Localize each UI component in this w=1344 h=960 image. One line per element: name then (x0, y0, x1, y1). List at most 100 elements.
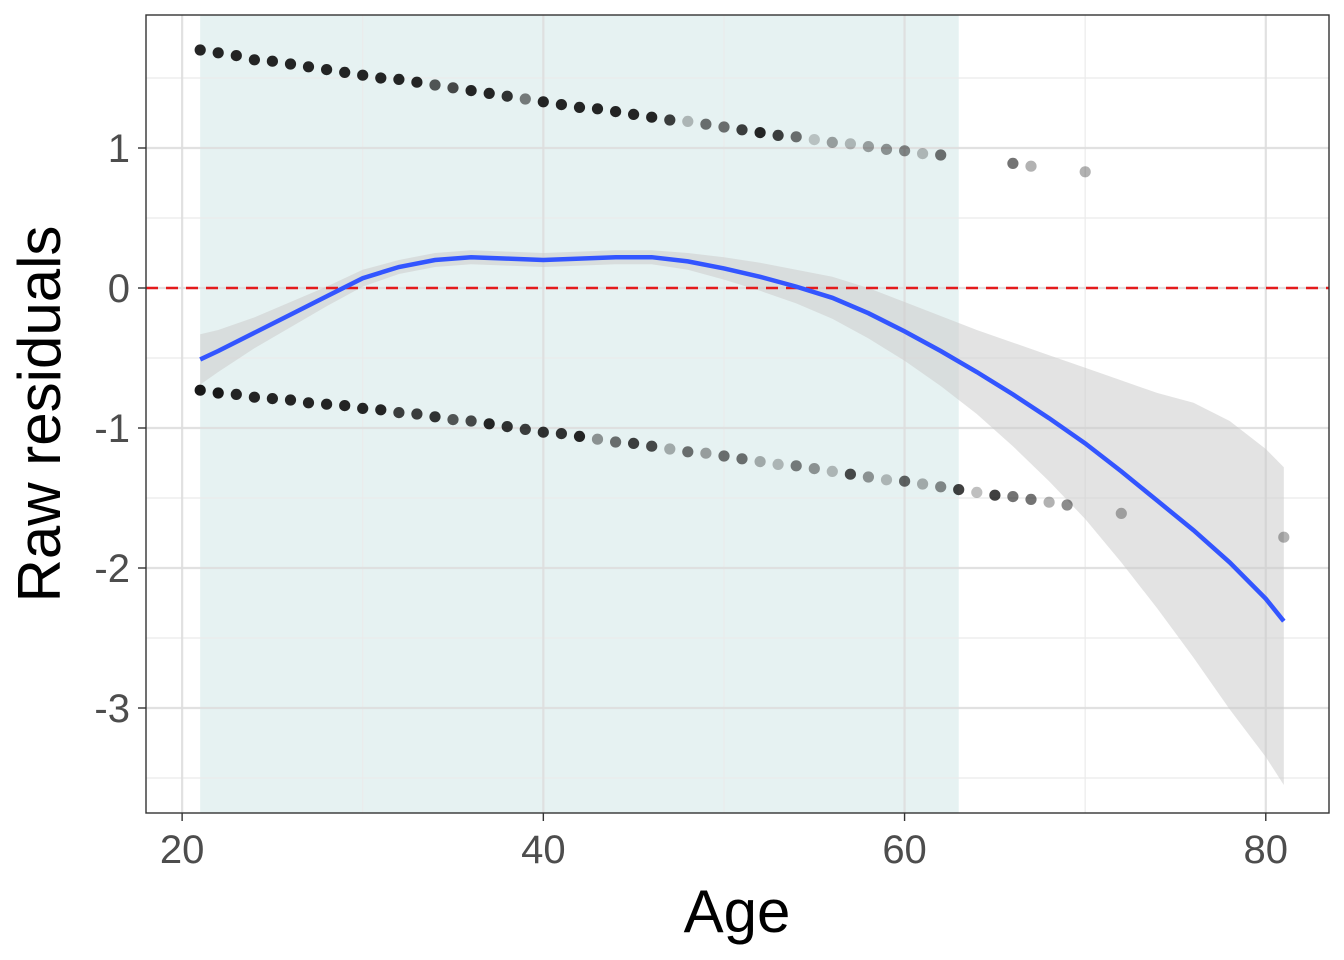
residual-point (971, 486, 983, 498)
residual-point (862, 471, 875, 483)
residual-point (501, 421, 513, 433)
x-axis-ticks: 20 40 60 80 (160, 813, 1288, 872)
residual-point (230, 50, 242, 62)
residual-point (1043, 496, 1055, 508)
y-axis-ticks: 1 0 -1 -2 -3 (94, 127, 146, 731)
residual-point (248, 54, 260, 66)
residual-point (321, 64, 333, 76)
residual-point (1007, 491, 1019, 503)
x-tick-label: 40 (521, 828, 566, 872)
y-tick-label: -3 (94, 687, 130, 731)
residual-point (700, 118, 712, 130)
residual-point (465, 85, 477, 97)
residual-point (844, 468, 857, 480)
residual-point (953, 484, 965, 496)
residual-point (519, 423, 531, 435)
residual-point (682, 446, 694, 458)
residual-point (194, 44, 206, 56)
residual-point (808, 463, 820, 475)
y-axis-title: Raw residuals (6, 226, 73, 603)
residual-point (284, 58, 297, 70)
residual-point (266, 393, 278, 405)
residual-point (212, 47, 224, 59)
residual-point (393, 73, 405, 85)
residual-point (411, 408, 423, 420)
residual-point (790, 460, 802, 472)
residual-point (700, 447, 712, 459)
residual-point (610, 106, 622, 118)
residual-point (429, 79, 441, 91)
residual-point (718, 450, 730, 462)
residual-point (899, 145, 911, 157)
residual-point (880, 474, 893, 486)
residual-point (266, 55, 278, 67)
x-tick-label: 60 (882, 828, 927, 872)
residual-point (212, 387, 224, 399)
residual-point (754, 127, 766, 139)
residual-point (339, 400, 351, 412)
residual-point (248, 391, 260, 403)
residual-point (465, 415, 477, 427)
residual-point (862, 141, 875, 153)
y-tick-label: 0 (108, 267, 130, 311)
residual-point (302, 61, 315, 73)
residual-point (357, 402, 369, 414)
residual-point (483, 418, 495, 430)
residual-point (429, 411, 441, 423)
residual-point (339, 66, 351, 78)
y-tick-label: 1 (108, 127, 130, 171)
residual-point (899, 475, 911, 487)
residual-point (393, 407, 405, 419)
residual-point (555, 428, 568, 440)
residual-point (628, 108, 640, 120)
smooth-confidence-band (200, 250, 1284, 785)
residual-point (736, 453, 748, 465)
residual-point (501, 90, 513, 102)
residual-point (610, 436, 622, 448)
residual-point (555, 99, 568, 111)
residual-point (772, 129, 784, 141)
residual-point (1278, 531, 1290, 543)
residual-point (411, 76, 423, 88)
residual-point (754, 456, 766, 468)
residual-point (628, 437, 640, 449)
residual-point (682, 115, 694, 127)
residual-point (447, 82, 459, 94)
residual-point (447, 414, 459, 426)
residual-point (375, 72, 387, 84)
residual-point (935, 481, 947, 493)
residual-points (194, 44, 1290, 543)
residual-point (736, 124, 748, 136)
residual-point (718, 121, 730, 133)
residual-point (844, 138, 857, 150)
residual-point (935, 149, 947, 161)
residual-point (194, 384, 206, 396)
residual-point (1025, 493, 1037, 505)
residual-point (1025, 160, 1037, 172)
residual-point (826, 465, 838, 477)
smooth-fit-line (199, 254, 1286, 623)
y-tick-label: -1 (94, 407, 130, 451)
x-tick-label: 20 (160, 828, 205, 872)
y-tick-label: -2 (94, 547, 130, 591)
residual-point (917, 148, 929, 160)
residual-point (646, 440, 658, 452)
residual-point (826, 136, 838, 148)
residual-point (664, 443, 676, 455)
residual-point (321, 398, 333, 410)
residual-point (989, 489, 1001, 501)
residual-point (573, 430, 586, 442)
residual-point (483, 87, 495, 99)
plot-panel-border (145, 14, 1330, 814)
residual-point (1061, 499, 1073, 511)
residual-point (646, 111, 658, 123)
residual-point (591, 103, 604, 115)
residual-point (1115, 507, 1127, 519)
residual-point (537, 96, 549, 108)
residual-point (1007, 157, 1019, 169)
highlight-band (200, 15, 959, 813)
residual-point (790, 131, 802, 143)
residual-point (302, 397, 315, 409)
residual-point (284, 394, 297, 406)
